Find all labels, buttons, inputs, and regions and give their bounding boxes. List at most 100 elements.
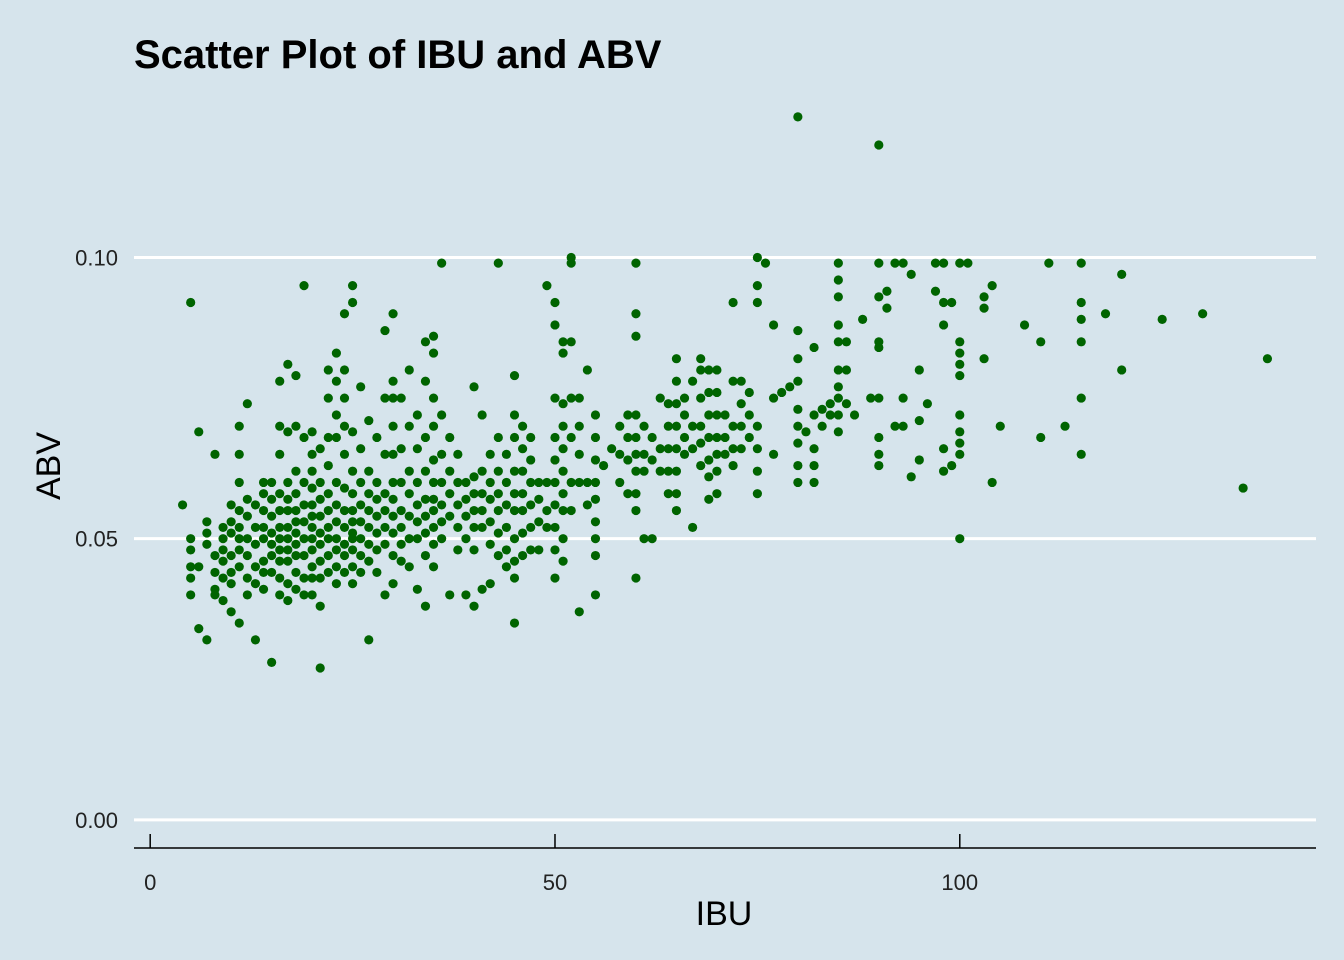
data-point [509,466,520,476]
data-point [509,534,520,544]
data-point [704,387,714,398]
data-point [388,477,398,488]
data-point [1036,432,1046,443]
data-point [501,545,512,555]
data-point [607,444,617,454]
data-point [768,320,779,330]
data-point [250,522,261,533]
chart-title: Scatter Plot of IBU and ABV [134,33,662,77]
data-point [250,635,261,645]
data-point [250,539,261,549]
data-point [299,500,309,510]
data-point [833,292,843,302]
data-point [930,258,941,268]
data-point [615,477,625,488]
data-point [501,449,512,459]
data-point [938,258,949,268]
data-point [420,432,431,443]
data-point [509,432,520,443]
data-point [712,387,722,398]
data-point [558,444,568,454]
y-axis-title: ABV [30,432,68,500]
data-point [955,258,965,268]
data-point [768,393,779,403]
data-point [550,500,560,510]
data-point [356,477,366,488]
data-point [404,534,414,544]
data-point [955,410,965,420]
data-point [420,376,431,386]
data-point [242,511,252,521]
data-point [339,449,350,459]
data-point [1019,320,1030,330]
data-point [752,280,762,291]
data-point [518,528,528,538]
data-point [307,522,317,533]
data-point [186,534,196,544]
data-point [696,438,706,448]
data-point [283,522,293,533]
data-point [356,517,366,527]
data-point [590,432,601,443]
data-point [469,545,479,555]
data-point [728,376,738,386]
data-point [874,140,884,150]
data-point [299,432,309,443]
data-point [453,500,463,510]
data-point [518,550,528,561]
data-point [218,595,228,606]
data-point [283,477,293,488]
data-point [347,562,358,572]
data-point [858,314,868,324]
data-point [250,500,261,510]
data-point [339,539,350,549]
data-point [347,534,358,544]
data-point [833,427,843,437]
data-point [331,579,341,589]
data-point [793,477,803,488]
data-point [242,534,252,544]
data-point [404,421,414,431]
data-point [428,539,439,549]
data-point [339,505,350,516]
data-point [841,399,852,409]
data-point [437,517,447,527]
data-point [283,595,293,606]
data-point [688,421,698,431]
data-point [1044,258,1054,268]
x-axis-title: IBU [696,895,753,933]
data-point [420,528,431,538]
data-point [534,545,544,555]
data-point [445,466,455,476]
data-point [809,410,819,420]
data-point [323,489,333,499]
data-point [898,393,908,403]
data-point [914,455,924,465]
data-point [331,477,341,488]
data-point [323,534,333,544]
data-point [663,399,673,409]
data-point [526,522,536,533]
data-point [412,500,422,510]
data-point [194,562,204,572]
data-point [461,511,471,521]
data-point [388,309,398,319]
data-point [396,393,406,403]
data-point [372,528,382,538]
data-point [704,365,714,375]
data-point [347,517,358,527]
data-point [615,449,625,459]
data-point [299,550,309,561]
data-point [671,376,682,386]
data-point [469,522,479,533]
data-point [874,292,884,302]
data-point [323,393,333,403]
data-point [590,410,601,420]
data-point [712,489,722,499]
data-point [833,410,843,420]
data-point [347,489,358,499]
data-point [234,534,244,544]
data-point [1076,449,1086,459]
y-tick-label: 0.05 [75,527,118,552]
